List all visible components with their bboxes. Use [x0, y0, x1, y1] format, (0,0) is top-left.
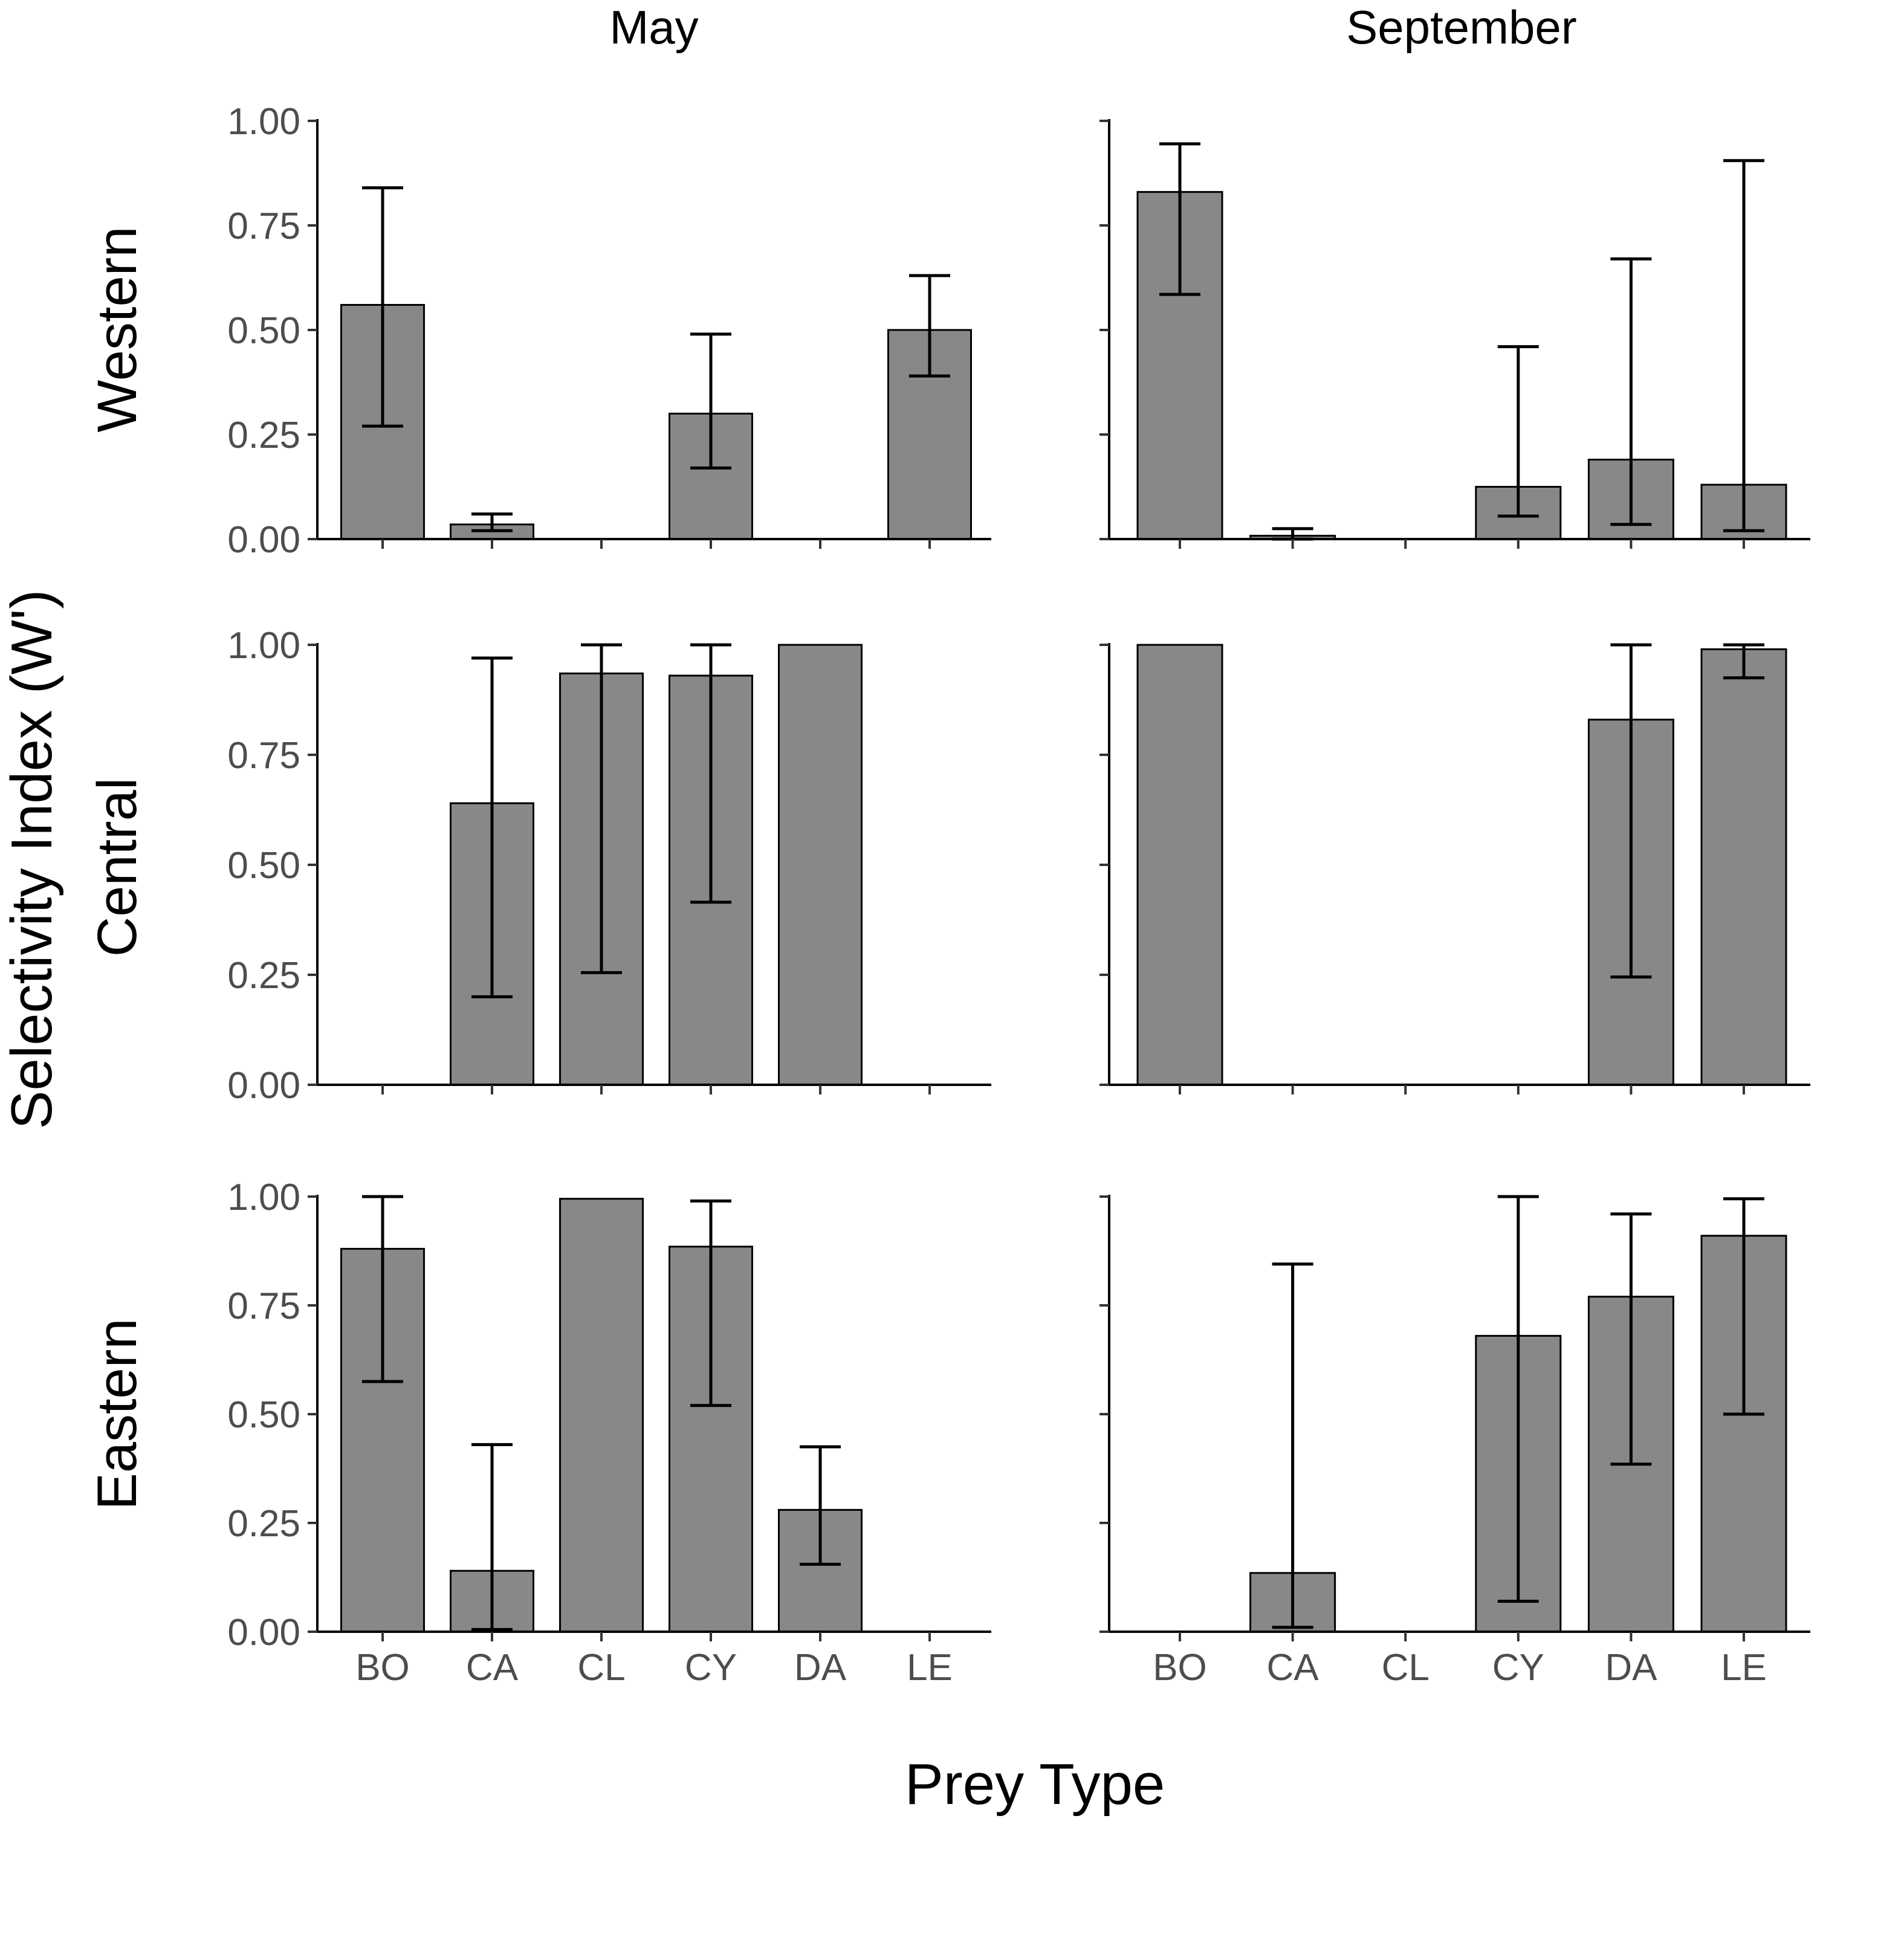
y-tick-label: 0.50	[227, 310, 300, 352]
panel-central-september	[1099, 643, 1810, 1094]
x-tick-label-cy: CY	[1492, 1647, 1544, 1689]
panel-western-september	[1099, 119, 1810, 549]
y-tick-label: 1.00	[227, 1177, 300, 1218]
bar-le	[1700, 648, 1787, 1086]
row-titles: Western Central Eastern	[86, 227, 148, 1510]
panels: 0.00 0.25 0.50 0.75 1.00 0.00 0.25 0.50 0.75 1.00…	[227, 101, 1810, 1689]
row-title-eastern: Eastern	[86, 1318, 148, 1510]
error-bar-da	[1610, 1212, 1652, 1466]
error-bar-da	[800, 1445, 841, 1566]
error-bar-bo	[362, 186, 403, 428]
y-tick-label: 0.00	[227, 1065, 300, 1107]
error-bar-ca	[471, 656, 513, 998]
error-bar-cy	[1497, 1195, 1539, 1603]
y-tick-label: 1.00	[227, 101, 300, 143]
y-tick-label: 0.75	[227, 205, 300, 247]
error-bar-ca	[1272, 1262, 1313, 1629]
y-tick-label: 0.25	[227, 415, 300, 456]
y-tick-label: 0.00	[227, 519, 300, 561]
y-tick-label: 0.25	[227, 1503, 300, 1545]
y-tick-label: 0.00	[227, 1612, 300, 1653]
panel-western-may: 0.00 0.25 0.50 0.75 1.00	[227, 101, 991, 561]
y-tick-label: 0.75	[227, 1285, 300, 1327]
x-tick-label-da: DA	[794, 1647, 847, 1689]
error-bar-le	[1723, 643, 1764, 680]
bar-bo	[1136, 644, 1223, 1086]
x-tick-label-ca: CA	[1267, 1647, 1320, 1689]
error-bar-bo	[362, 1195, 403, 1383]
x-tick-label-le: LE	[907, 1647, 953, 1689]
error-bar-da	[1610, 643, 1652, 979]
bar-cl	[559, 1198, 644, 1633]
y-axis-title: Selectivity Index (W')	[0, 589, 64, 1129]
error-bar-cy	[690, 643, 731, 904]
column-title-september: September	[1346, 1, 1577, 54]
column-titles: May September	[609, 1, 1576, 54]
error-bar-ca	[471, 1443, 513, 1631]
error-bar-le	[909, 274, 950, 378]
x-tick-label-cy: CY	[685, 1647, 737, 1689]
error-bar-da	[1610, 257, 1652, 526]
x-tick-label-cl: CL	[1382, 1647, 1430, 1689]
bar-da	[778, 644, 863, 1086]
error-bar-ca	[471, 512, 513, 532]
error-bar-cl	[581, 643, 622, 974]
y-tick-label: 0.75	[227, 735, 300, 777]
x-tick-label-bo: BO	[1153, 1647, 1207, 1689]
panel-eastern-may: 0.00 0.25 0.50 0.75 1.00 BO CA CL CY DA LE	[227, 1177, 991, 1689]
x-tick-label-cl: CL	[577, 1647, 625, 1689]
row-title-central: Central	[86, 778, 148, 957]
x-tick-label-le: LE	[1721, 1647, 1767, 1689]
error-bar-cy	[690, 1199, 731, 1408]
panel-eastern-september: BO CA CL CY DA LE	[1099, 1195, 1810, 1689]
y-tick-label: 0.25	[227, 955, 300, 997]
panel-central-may: 0.00 0.25 0.50 0.75 1.00	[227, 625, 991, 1107]
error-bar-cy	[690, 332, 731, 470]
error-bar-le	[1723, 1197, 1764, 1416]
y-tick-label: 0.50	[227, 1394, 300, 1436]
x-tick-label-da: DA	[1605, 1647, 1657, 1689]
error-bar-le	[1723, 159, 1764, 532]
column-title-may: May	[609, 1, 698, 54]
y-tick-label: 1.00	[227, 625, 300, 667]
error-bar-cy	[1497, 345, 1539, 518]
y-tick-label: 0.50	[227, 845, 300, 887]
x-axis-title: Prey Type	[905, 1752, 1165, 1817]
x-tick-label-bo: BO	[355, 1647, 410, 1689]
x-tick-label-ca: CA	[466, 1647, 519, 1689]
error-bar-bo	[1159, 142, 1200, 296]
row-title-western: Western	[86, 227, 148, 433]
